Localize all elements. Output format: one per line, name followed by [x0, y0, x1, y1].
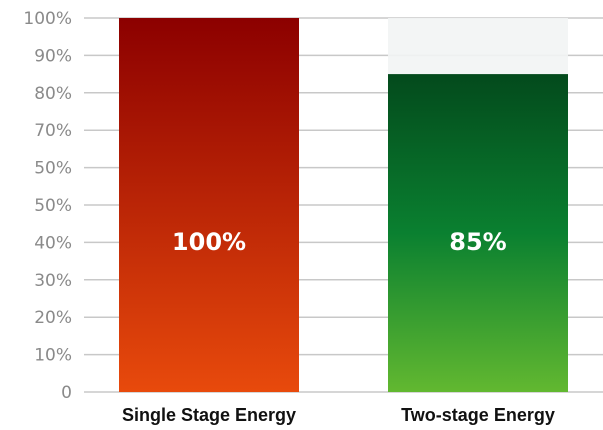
- y-tick-label: 50%: [34, 196, 72, 216]
- bar-1: [119, 18, 299, 392]
- bars: [119, 18, 568, 392]
- y-tick-label: 100%: [23, 9, 72, 29]
- y-tick-label: 70%: [34, 121, 72, 141]
- data-labels: 100% 85%: [172, 228, 507, 256]
- x-axis-category-labels: Single Stage Energy Two-stage Energy: [122, 405, 555, 425]
- y-tick-label: 10%: [34, 346, 72, 366]
- y-tick-label: 50%: [34, 159, 72, 179]
- y-tick-label: 90%: [34, 46, 72, 66]
- category-label: Single Stage Energy: [122, 405, 296, 425]
- y-tick-label: 0: [61, 383, 72, 403]
- data-label: 100%: [172, 228, 246, 256]
- y-tick-label: 30%: [34, 271, 72, 291]
- data-label: 85%: [449, 228, 506, 256]
- y-tick-label: 20%: [34, 308, 72, 328]
- category-label: Two-stage Energy: [401, 405, 555, 425]
- bar-2: [388, 74, 568, 392]
- y-tick-label: 80%: [34, 84, 72, 104]
- y-tick-label: 40%: [34, 233, 72, 253]
- y-axis-tick-labels: 0 10% 20% 30% 40% 50% 50% 70% 80% 90% 100%: [23, 9, 72, 403]
